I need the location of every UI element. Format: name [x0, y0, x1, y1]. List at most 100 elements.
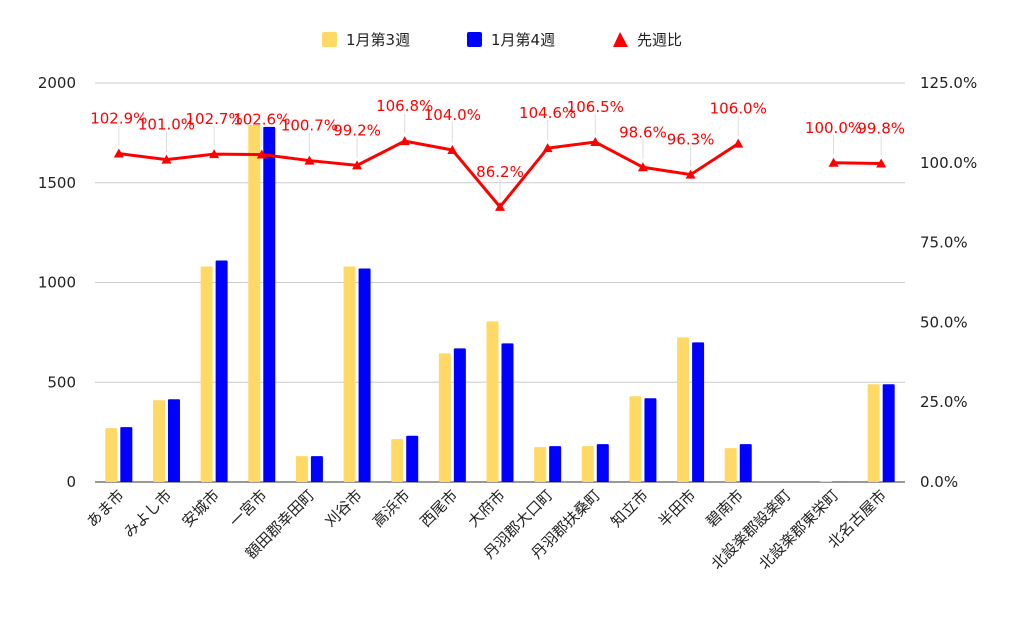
ratio-data-label: 100.0%: [805, 119, 862, 137]
y-left-tick-label: 500: [47, 373, 76, 391]
y-right-tick-label: 50.0%: [920, 313, 968, 331]
bar-week3: [629, 396, 642, 482]
ratio-data-label: 86.2%: [476, 163, 524, 181]
bar-week4: [263, 126, 276, 482]
legend: 1月第3週 1月第4週 先週比: [322, 31, 682, 49]
legend-label: 1月第3週: [346, 31, 410, 49]
bar-week3: [343, 266, 356, 482]
bar-week3: [248, 124, 261, 483]
ratio-point: [399, 136, 410, 146]
bar-week4: [406, 435, 419, 482]
bar-week3: [200, 266, 213, 482]
bar-week3: [724, 448, 737, 482]
x-tick-label: あま市: [83, 486, 128, 531]
ratio-data-label: 102.6%: [233, 111, 290, 129]
ratio-point: [685, 169, 696, 179]
ratio-point: [161, 154, 172, 164]
bar-week4: [692, 342, 705, 482]
gridlines: [95, 82, 905, 483]
y-right-tick-label: 25.0%: [920, 393, 968, 411]
bar-week4: [167, 399, 180, 482]
ratio-point: [590, 137, 601, 147]
ratio-point: [828, 157, 839, 167]
ratio-point: [637, 162, 648, 172]
bar-week4: [310, 456, 323, 482]
ratio-data-label: 102.9%: [90, 110, 147, 128]
x-tick-label: 安城市: [178, 486, 223, 531]
bar-week3: [438, 353, 451, 482]
ratio-point: [304, 155, 315, 165]
legend-ratio: 先週比: [613, 31, 682, 49]
bar-week4: [739, 444, 752, 482]
ratio-data-label: 99.8%: [857, 119, 905, 137]
legend-label: 先週比: [637, 31, 682, 49]
ratio-data-label: 102.7%: [186, 110, 243, 128]
bar-week3: [581, 446, 594, 482]
x-tick-label: 西尾市: [417, 486, 462, 531]
y-right-tick-label: 125.0%: [920, 74, 977, 92]
y-left-tick-label: 2000: [38, 74, 76, 92]
x-tick-label: 一宮市: [226, 486, 271, 531]
y-right-tick-label: 100.0%: [920, 154, 977, 172]
bar-week3: [677, 337, 690, 482]
ratio-point: [733, 138, 744, 148]
y-left-tick-label: 1000: [38, 274, 76, 292]
ratio-data-label: 106.8%: [376, 97, 433, 115]
bar-week3: [820, 481, 833, 482]
bars: [105, 124, 895, 483]
bar-week4: [644, 398, 657, 482]
bar-week3: [534, 447, 547, 482]
ratio-data-label: 104.6%: [519, 104, 576, 122]
bar-week3: [295, 456, 308, 482]
x-tick-label: 大府市: [464, 486, 509, 531]
ratio-line: 102.9%101.0%102.7%102.6%100.7%99.2% 106.8…: [90, 97, 905, 211]
ratio-data-label: 96.3%: [667, 131, 715, 149]
legend-swatch: [322, 32, 337, 47]
bar-week4: [120, 427, 133, 482]
x-tick-label: 知立市: [607, 486, 652, 531]
ratio-point: [447, 145, 458, 155]
legend-week3: 1月第3週: [322, 31, 410, 49]
ratio-point: [256, 149, 267, 159]
x-tick-label: 高浜市: [369, 486, 414, 531]
legend-label: 1月第4週: [491, 31, 555, 49]
ratio-point: [876, 158, 887, 168]
bar-week4: [501, 343, 514, 482]
ratio-data-label: 101.0%: [138, 116, 195, 134]
ratio-line-segment: [833, 161, 882, 165]
x-tick-label: みよし市: [120, 486, 175, 541]
y-left-tick-label: 1500: [38, 174, 76, 192]
ratio-data-label: 98.6%: [619, 123, 667, 141]
legend-swatch: [467, 32, 482, 47]
ratio-data-label: 106.0%: [710, 100, 767, 118]
ratio-data-label: 99.2%: [333, 121, 381, 139]
bar-week3: [867, 384, 880, 482]
ratio-data-label: 100.7%: [281, 117, 338, 135]
ratio-point: [495, 201, 505, 211]
legend-swatch: [613, 32, 628, 47]
x-tick-label: 碧南市: [703, 486, 748, 531]
bar-week3: [486, 321, 499, 482]
bar-week4: [358, 268, 371, 482]
legend-week4: 1月第4週: [467, 31, 555, 49]
bar-week4: [596, 444, 609, 482]
x-tick-label: 半田市: [655, 486, 700, 531]
y-axis-left: 0 500 1000 1500 2000: [38, 74, 76, 491]
bar-week3: [152, 400, 165, 482]
ratio-point: [352, 160, 363, 170]
y-left-tick-label: 0: [66, 473, 76, 491]
x-tick-label: 刈谷市: [321, 486, 366, 531]
bar-week3: [391, 439, 404, 482]
bar-week4: [215, 260, 228, 482]
bar-week3: [105, 428, 118, 482]
y-right-tick-label: 0.0%: [920, 473, 958, 491]
ratio-point: [542, 143, 553, 153]
ratio-point: [209, 149, 220, 159]
ratio-point: [113, 148, 124, 158]
bar-week4: [453, 348, 466, 482]
ratio-line-segment: [118, 139, 740, 210]
y-axis-right: 0.0% 25.0% 50.0% 75.0% 100.0% 125.0%: [920, 74, 977, 491]
bar-week4: [882, 384, 895, 482]
